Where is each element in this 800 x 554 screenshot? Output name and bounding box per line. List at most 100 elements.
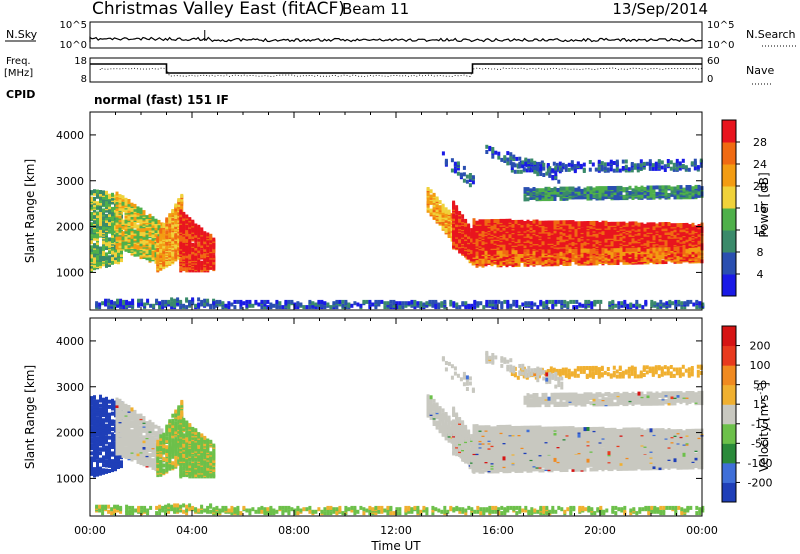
power-cell — [174, 252, 178, 257]
power-cell — [108, 250, 111, 255]
power-cell — [227, 301, 231, 306]
power-cell — [185, 226, 189, 231]
power-cell — [472, 251, 476, 255]
power-cell — [571, 249, 575, 253]
power-cell — [544, 234, 548, 239]
power-cell — [148, 245, 152, 250]
power-cell — [185, 228, 189, 233]
power-cell — [514, 236, 518, 241]
power-cell — [93, 203, 96, 208]
power-cell — [161, 305, 165, 310]
power-cell — [490, 224, 494, 229]
power-cell — [607, 186, 611, 190]
power-cell — [458, 218, 462, 223]
power-cell — [96, 201, 99, 206]
power-cell — [634, 247, 638, 252]
power-cell — [368, 299, 372, 304]
power-cell — [511, 222, 515, 227]
power-cell — [111, 259, 114, 264]
power-cell — [185, 305, 189, 310]
power-cell — [212, 237, 216, 242]
power-cell — [148, 257, 152, 262]
power-cell — [444, 222, 448, 227]
power-cell — [565, 262, 569, 266]
power-cell — [197, 249, 201, 254]
power-cell — [151, 240, 155, 245]
power-cell — [156, 247, 160, 252]
power-cell — [248, 303, 252, 308]
power-cell — [413, 302, 417, 307]
power-cell — [115, 225, 119, 229]
power-cell — [697, 246, 701, 251]
power-cell — [607, 230, 611, 235]
power-cell — [308, 299, 312, 304]
power-cell — [571, 186, 575, 191]
power-cell — [556, 259, 560, 264]
power-cell — [529, 249, 533, 254]
power-cell — [472, 236, 476, 241]
power-cell — [177, 210, 181, 215]
power-cell — [577, 186, 581, 191]
power-cell — [115, 241, 119, 246]
power-cell — [470, 238, 474, 243]
power-cell — [128, 301, 132, 306]
power-cell — [305, 305, 309, 310]
power-cell — [90, 196, 93, 201]
power-cell — [616, 243, 620, 248]
power-cell — [658, 233, 662, 238]
power-cell — [380, 299, 384, 304]
power-cell — [120, 253, 123, 257]
power-cell — [697, 251, 701, 256]
power-cell — [664, 260, 668, 264]
power-cell — [188, 259, 192, 264]
power-cell — [188, 254, 192, 259]
power-cell — [571, 220, 575, 225]
power-cell — [502, 250, 506, 255]
power-cell — [458, 243, 462, 248]
power-cell — [431, 299, 435, 304]
power-cell — [461, 214, 465, 219]
power-cell — [601, 248, 605, 253]
power-cell — [661, 260, 665, 265]
power-cell — [245, 299, 249, 304]
power-cell — [133, 216, 137, 221]
power-cell — [625, 247, 629, 252]
power-cell — [165, 225, 169, 230]
power-cell — [410, 299, 414, 304]
power-cell — [171, 233, 175, 238]
power-cell — [583, 221, 587, 226]
power-cell — [601, 229, 605, 234]
power-cell — [679, 246, 683, 251]
power-cell — [475, 263, 479, 268]
power-cell — [117, 251, 120, 256]
power-cell — [568, 249, 572, 254]
power-cell — [119, 301, 123, 306]
power-cell — [514, 219, 518, 224]
power-cell — [441, 203, 445, 208]
power-cell — [120, 256, 123, 261]
power-cell — [538, 195, 542, 200]
power-cell — [595, 192, 599, 197]
power-cell — [105, 225, 108, 230]
power-cell — [475, 239, 479, 244]
power-cell — [484, 259, 488, 264]
power-cell — [171, 227, 175, 231]
power-cell — [541, 229, 545, 234]
power-cell — [151, 220, 155, 225]
power-cell — [165, 230, 169, 235]
power-cell — [607, 250, 611, 255]
power-cell — [616, 225, 620, 230]
power-cell — [553, 220, 557, 225]
power-cell — [145, 239, 149, 244]
power-cell — [493, 254, 497, 259]
power-cell — [592, 220, 596, 225]
power-cell — [625, 256, 629, 261]
power-cell — [118, 194, 122, 199]
power-cell — [691, 256, 695, 261]
power-cell — [111, 223, 114, 228]
power-cell — [115, 191, 119, 196]
power-cell — [604, 220, 608, 225]
power-cell — [604, 186, 608, 191]
power-cell — [275, 299, 279, 304]
power-cell — [556, 233, 560, 238]
